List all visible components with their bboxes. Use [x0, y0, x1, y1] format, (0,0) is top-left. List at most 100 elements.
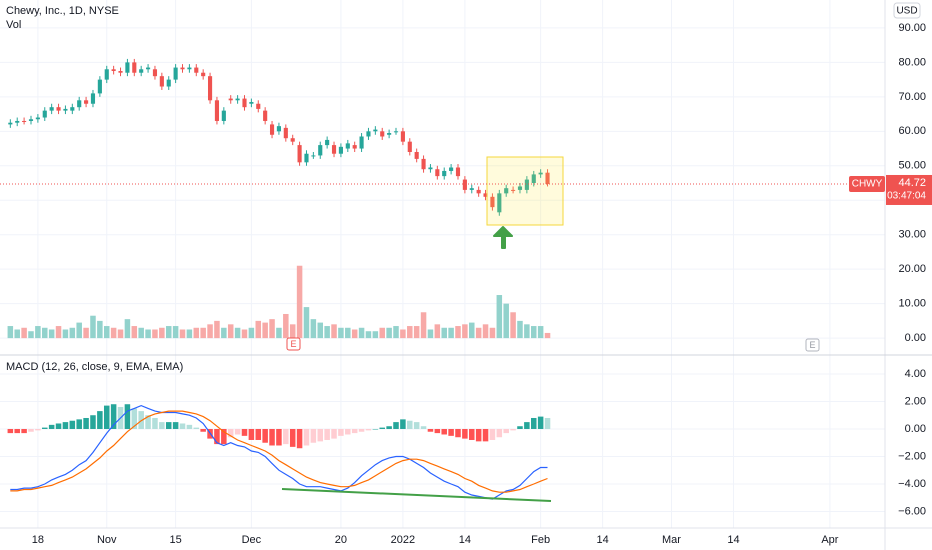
candle-body [166, 79, 171, 87]
macd-histogram-bar [200, 428, 206, 432]
candle-body [111, 69, 116, 71]
grid [0, 0, 885, 528]
volume-bar [124, 319, 131, 339]
candle-body [497, 193, 502, 213]
volume-bar [345, 327, 351, 339]
volume-bar [214, 320, 220, 339]
x-tick-label: Mar [662, 534, 681, 546]
candle-body [304, 153, 309, 163]
candle-body [249, 102, 254, 104]
earnings-marker[interactable] [286, 337, 301, 351]
currency-box[interactable] [893, 2, 921, 19]
candle-body [35, 117, 40, 120]
volume-bar [131, 326, 138, 339]
volume-bar [413, 326, 420, 339]
macd-histogram-bar [152, 417, 158, 429]
macd-histogram-bar [269, 428, 275, 446]
x-tick-label: 18 [32, 534, 44, 546]
volume-bar [324, 326, 330, 339]
macd-histogram-bar [489, 428, 496, 440]
macd-histogram-bar [393, 422, 399, 429]
volume-bar [338, 327, 344, 339]
macd-histogram-bar [407, 420, 413, 429]
macd-histogram-bar [400, 419, 406, 429]
macd-histogram-bar [345, 428, 351, 435]
candle-body [352, 145, 357, 149]
macd-histogram-bar [69, 420, 76, 429]
macd-histogram-bar [179, 423, 186, 429]
macd-histogram-bar [35, 428, 41, 431]
volume-bar [276, 327, 282, 339]
candle-body [387, 133, 392, 135]
volume-bar [531, 326, 537, 339]
y-tick-label: 0.00 [905, 423, 926, 435]
volume-bar [117, 329, 124, 339]
macd-histogram-bar [427, 428, 434, 432]
macd-histogram-bar [531, 417, 537, 429]
candle-body [366, 131, 371, 137]
macd-histogram-bar [214, 428, 220, 445]
macd-line [10, 404, 548, 500]
candle-body [77, 100, 82, 108]
x-tick-label: 2022 [391, 534, 415, 546]
volume-bar [358, 327, 365, 339]
macd-histogram-bar [372, 428, 379, 430]
earnings-marker[interactable] [805, 338, 820, 352]
macd-histogram-bar [351, 428, 358, 434]
candle-body [531, 174, 536, 184]
macd-histogram-bar [420, 426, 427, 429]
volume-bar [90, 315, 96, 339]
candle-body [524, 179, 529, 190]
candle-body [483, 193, 488, 197]
candle-body [42, 110, 47, 118]
candle-body [442, 170, 447, 177]
volume-bar [517, 320, 523, 339]
candle-body [173, 67, 178, 80]
volume-bar [386, 327, 392, 339]
macd-histogram-bar [317, 428, 324, 442]
candle-body [414, 151, 419, 159]
y-tick-label: 2.00 [905, 395, 926, 407]
macd-histogram-bar [434, 428, 441, 434]
candle-body [201, 72, 206, 77]
volume-bar [152, 329, 158, 339]
candle-body [311, 155, 316, 157]
x-tick-label: 14 [459, 534, 471, 546]
volume-bar [35, 326, 41, 339]
candle-body [56, 107, 61, 111]
macd-histogram-bar [276, 428, 282, 446]
macd-histogram-bar [255, 428, 262, 440]
macd-histogram-bar [62, 422, 69, 429]
volume-bar [351, 329, 358, 339]
x-tick-label: 20 [335, 534, 347, 546]
volume-bar [159, 327, 165, 339]
candle-body [400, 131, 405, 142]
volume-bar [262, 322, 268, 339]
candle-body [49, 107, 54, 111]
macd-histogram-bar [462, 428, 468, 439]
candle-body [421, 158, 426, 170]
macd-histogram-bar [503, 428, 509, 434]
y-tick-label: 60.00 [898, 125, 926, 137]
macd-histogram-bar [517, 426, 523, 429]
x-tick-label: Nov [97, 534, 117, 546]
candle-body [235, 98, 240, 101]
macd-histogram-bar [227, 428, 234, 438]
symbol-label: CHWY [852, 179, 883, 190]
x-tick-label: 15 [169, 534, 181, 546]
candle-body [449, 167, 454, 171]
volume-bar [510, 312, 516, 339]
macd-histogram-bar [131, 408, 138, 429]
volume-bar [248, 327, 255, 339]
macd-histogram-bar [248, 428, 255, 440]
price-label-box [886, 174, 932, 205]
trend-line [281, 488, 552, 502]
macd-histogram-bar [83, 417, 89, 429]
volume-bar [365, 331, 372, 339]
candle-body [214, 100, 220, 121]
candle-body [256, 103, 261, 109]
volume-bar [448, 327, 454, 339]
macd-histogram-bar [455, 428, 461, 438]
volume-bar [310, 319, 317, 339]
candle-body [8, 122, 13, 125]
